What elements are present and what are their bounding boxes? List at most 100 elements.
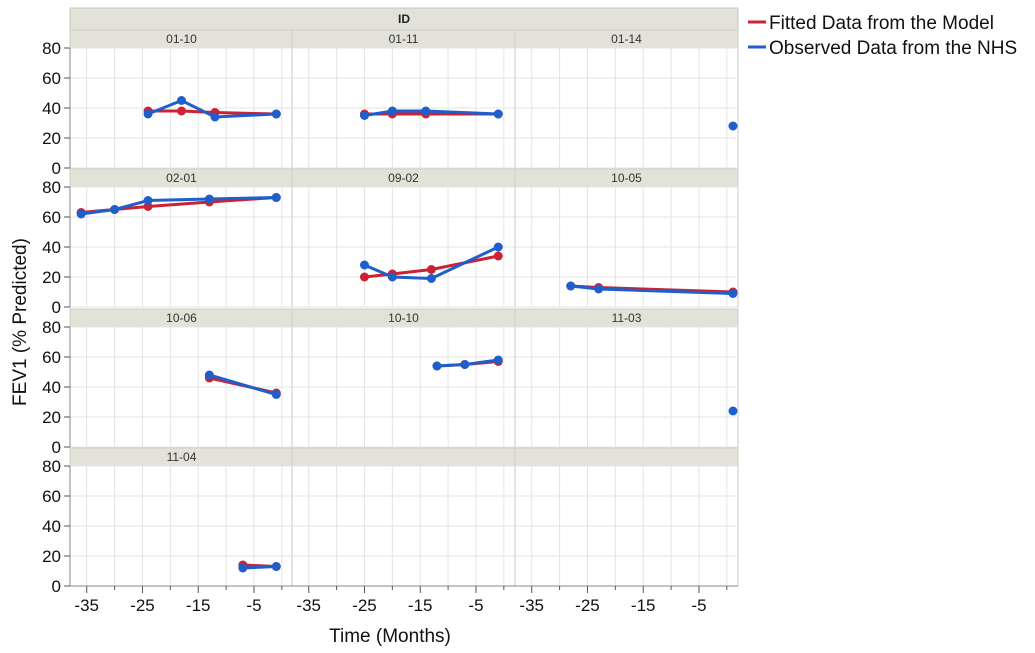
observed-point: [566, 281, 576, 291]
panel-title: 10-10: [388, 311, 419, 325]
x-tick-label: -15: [408, 596, 433, 615]
fitted-point: [493, 251, 503, 261]
panel-title: 10-05: [611, 171, 642, 185]
y-tick-label: 20: [42, 268, 61, 287]
y-tick-label: 20: [42, 408, 61, 427]
fitted-point: [359, 272, 369, 282]
observed-point: [421, 106, 431, 116]
observed-point: [271, 109, 281, 119]
panel-title: 02-01: [166, 171, 197, 185]
panel: [514, 447, 739, 587]
observed-point: [143, 196, 153, 205]
observed-point: [493, 109, 503, 119]
y-tick-label: 80: [42, 457, 61, 476]
panel-title: 10-06: [166, 311, 197, 325]
panel-strip: [291, 447, 516, 467]
panel-title: 01-11: [389, 32, 419, 46]
legend-observed-label: Observed Data from the NHS: [769, 38, 1017, 59]
panel: 10-10: [291, 308, 516, 448]
observed-point: [210, 112, 220, 122]
observed-point: [426, 274, 436, 283]
y-tick-label: 80: [42, 178, 61, 197]
observed-point: [432, 361, 442, 371]
observed-point: [204, 194, 214, 204]
panel: 09-02: [291, 168, 516, 308]
y-tick-label: 0: [52, 159, 61, 178]
x-tick-label: -25: [130, 596, 155, 615]
observed-point: [271, 193, 281, 202]
panel-title: 01-10: [166, 32, 197, 46]
observed-point: [204, 370, 214, 380]
observed-point: [493, 355, 503, 365]
x-tick-label: -35: [296, 596, 321, 615]
x-axis-label: Time (Months): [329, 626, 451, 647]
observed-point: [728, 289, 738, 298]
observed-point: [728, 406, 738, 416]
observed-point: [387, 106, 397, 116]
observed-line: [364, 109, 499, 117]
x-tick-label: -25: [352, 596, 377, 615]
observed-point: [177, 96, 186, 105]
x-tick-label: -25: [575, 596, 600, 615]
y-tick-label: 40: [42, 378, 61, 397]
y-axis-label: FEV1 (% Predicted): [10, 238, 31, 406]
y-tick-label: 80: [42, 318, 61, 337]
panel-title: 09-02: [388, 171, 419, 185]
x-tick-label: -5: [246, 596, 261, 615]
y-tick-label: 80: [42, 39, 61, 58]
y-tick-label: 60: [42, 348, 61, 367]
x-tick-label: -5: [691, 596, 706, 615]
fitted-point: [426, 265, 436, 274]
observed-point: [238, 563, 248, 573]
x-tick-label: -35: [519, 596, 544, 615]
observed-point: [728, 121, 738, 131]
observed-point: [594, 284, 604, 294]
y-tick-label: 40: [42, 517, 61, 536]
observed-point: [110, 205, 120, 214]
panel: 10-05: [514, 168, 739, 308]
y-tick-label: 60: [42, 487, 61, 506]
observed-line: [363, 245, 499, 281]
y-tick-label: 0: [52, 577, 61, 596]
panel-title: 11-04: [167, 450, 197, 464]
y-tick-label: 60: [42, 208, 61, 227]
observed-point: [271, 390, 281, 399]
panel: 01-14: [514, 29, 739, 169]
panel: 02-01: [69, 168, 294, 308]
panel: 10-06: [69, 308, 294, 448]
panel-title: 01-14: [611, 32, 642, 46]
observed-point: [271, 562, 281, 571]
y-tick-label: 40: [42, 238, 61, 257]
y-tick-label: 0: [52, 298, 61, 317]
panel: [291, 447, 516, 587]
observed-point: [460, 360, 470, 369]
panel: 01-11: [291, 29, 516, 169]
x-axes: -35 -25 -15 -5 -35 -25 -15 -5 -35 -25 -15 -5: [70, 585, 738, 615]
observed-point: [359, 260, 369, 270]
observed-line: [242, 565, 277, 570]
y-tick-label: 60: [42, 69, 61, 88]
y-tick-label: 20: [42, 547, 61, 566]
panels: 01-10 01-11 01-14 02-01 09-02 10-05 10-06 10-10…: [69, 29, 739, 587]
y-tick-label: 20: [42, 129, 61, 148]
y-tick-label: 40: [42, 99, 61, 118]
x-tick-label: -15: [186, 596, 211, 615]
legend: Fitted Data from the Model Observed Data…: [748, 13, 1017, 59]
fitted-line: [148, 109, 277, 116]
panel: 11-03: [514, 308, 739, 448]
panel: 11-04: [69, 447, 294, 587]
x-tick-label: -5: [468, 596, 483, 615]
observed-line: [208, 373, 277, 396]
panel-title: 11-03: [612, 311, 642, 325]
panel: 01-10: [69, 29, 294, 169]
legend-fitted-label: Fitted Data from the Model: [769, 13, 994, 34]
x-tick-label: -35: [74, 596, 99, 615]
observed-point: [493, 242, 503, 252]
observed-point: [76, 209, 86, 219]
y-tick-label: 0: [52, 438, 61, 457]
x-tick-label: -15: [631, 596, 656, 615]
observed-point: [387, 272, 397, 282]
